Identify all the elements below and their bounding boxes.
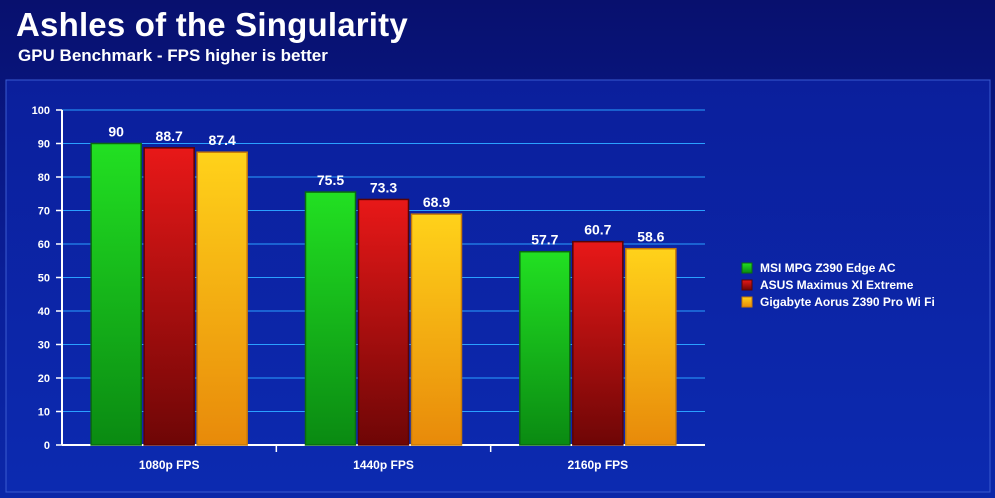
y-tick-label: 20	[38, 373, 50, 385]
bar	[90, 142, 142, 446]
bar	[304, 191, 357, 446]
x-tick-label: 2160p FPS	[567, 458, 628, 472]
legend-swatch	[741, 262, 753, 274]
legend-swatch	[741, 296, 753, 308]
y-tick-label: 50	[38, 273, 50, 285]
data-label: 57.7	[531, 232, 558, 248]
data-label: 87.4	[209, 132, 236, 148]
chart-subtitle: GPU Benchmark - FPS higher is better	[18, 46, 328, 65]
data-label: 60.7	[584, 222, 611, 238]
legend-entry: ASUS Maximus XI Extreme	[760, 278, 914, 292]
y-tick-label: 0	[44, 440, 50, 452]
bar	[357, 198, 410, 446]
bar	[572, 240, 624, 446]
x-tick-label: 1080p FPS	[139, 458, 200, 472]
y-tick-label: 70	[38, 206, 50, 218]
bar	[410, 213, 463, 446]
y-tick-label: 30	[38, 340, 50, 352]
bar	[196, 151, 248, 446]
data-label: 58.6	[637, 229, 664, 245]
legend-entry: MSI MPG Z390 Edge AC	[760, 261, 896, 275]
y-tick-label: 40	[38, 306, 50, 318]
data-label: 68.9	[423, 194, 450, 210]
bar	[143, 147, 195, 446]
data-label: 88.7	[156, 128, 183, 144]
x-tick-label: 1440p FPS	[353, 458, 414, 472]
y-tick-label: 90	[38, 139, 50, 151]
y-tick-label: 60	[38, 239, 50, 251]
data-label: 75.5	[317, 172, 344, 188]
data-label: 90	[108, 124, 124, 140]
data-label: 73.3	[370, 179, 397, 195]
legend-swatch	[741, 279, 753, 291]
y-tick-label: 10	[38, 407, 50, 419]
y-tick-label: 80	[38, 172, 50, 184]
bar	[625, 247, 677, 446]
legend-entry: Gigabyte Aorus Z390 Pro Wi Fi	[760, 295, 935, 309]
y-tick-label: 100	[32, 105, 50, 117]
bar	[519, 250, 571, 446]
chart-title: Ashles of the Singularity	[16, 6, 408, 43]
